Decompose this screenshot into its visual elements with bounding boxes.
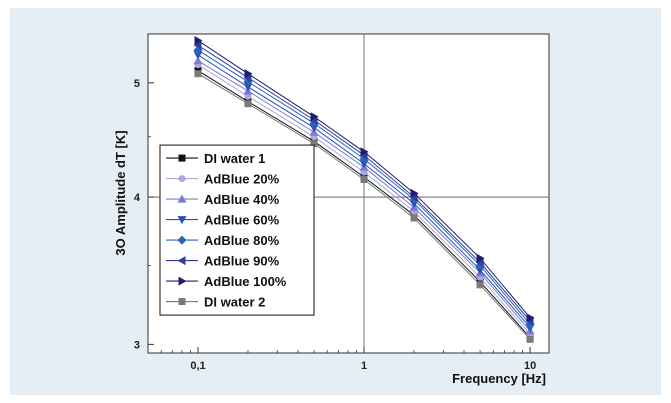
- data-point: [244, 100, 252, 108]
- x-tick-label: 10: [524, 360, 536, 372]
- chart-panel: 0,1 1 10 3 4 5 DI water 1 AdBlue 20% AdBlue 40…: [10, 8, 661, 395]
- x-tick-label: 0,1: [190, 360, 205, 372]
- legend-label: AdBlue 90%: [204, 254, 280, 269]
- legend-label: AdBlue 40%: [204, 192, 280, 207]
- data-point: [243, 73, 252, 83]
- legend-marker: [177, 256, 186, 266]
- legend-marker: [178, 175, 186, 183]
- x-tick-label: 1: [361, 360, 367, 372]
- data-point: [310, 112, 319, 122]
- legend-label: AdBlue 20%: [204, 172, 280, 187]
- legend-label: AdBlue 60%: [204, 213, 280, 228]
- y-tick-label: 4: [134, 192, 141, 204]
- y-axis-label: 3O Amplitude dT [K]: [113, 130, 128, 255]
- legend-label: AdBlue 80%: [204, 233, 280, 248]
- y-tick-label: 5: [134, 78, 140, 90]
- data-point: [243, 83, 253, 92]
- x-axis-label: Frequency [Hz]: [452, 371, 546, 386]
- data-point: [410, 214, 418, 222]
- data-point: [476, 253, 485, 263]
- data-point: [410, 188, 419, 198]
- data-point: [526, 313, 535, 323]
- legend: DI water 1 AdBlue 20% AdBlue 40% AdBlue 60%…: [159, 144, 315, 316]
- legend-box: [159, 144, 315, 316]
- legend-marker: [177, 235, 187, 245]
- data-point: [194, 36, 203, 46]
- legend-marker: [177, 194, 187, 203]
- y-axis: 3 4 5: [134, 78, 154, 351]
- series-di-water-2: [194, 70, 534, 343]
- x-axis: 0,1 1 10: [147, 347, 536, 372]
- chart-svg: 0,1 1 10 3 4 5 DI water 1 AdBlue 20% AdBlue 40…: [113, 33, 550, 386]
- data-point: [526, 335, 534, 343]
- data-point: [360, 147, 369, 157]
- legend-marker: [178, 154, 186, 162]
- data-point: [244, 69, 253, 79]
- legend-marker: [177, 216, 187, 225]
- data-point: [194, 70, 202, 78]
- legend-label: DI water 1: [204, 151, 265, 166]
- data-point: [310, 140, 318, 148]
- series-adblue-100: [194, 36, 535, 323]
- data-point: [193, 56, 203, 65]
- data-point: [360, 175, 368, 183]
- data-point: [193, 40, 202, 50]
- data-point: [309, 124, 319, 133]
- legend-marker: [178, 298, 186, 306]
- legend-marker: [178, 276, 187, 286]
- legend-label: AdBlue 100%: [204, 274, 287, 289]
- data-point: [476, 281, 484, 289]
- data-point: [193, 51, 203, 60]
- data-point: [359, 160, 369, 169]
- legend-label: DI water 2: [204, 295, 265, 310]
- data-series: [193, 36, 535, 343]
- y-tick-label: 3: [134, 339, 140, 351]
